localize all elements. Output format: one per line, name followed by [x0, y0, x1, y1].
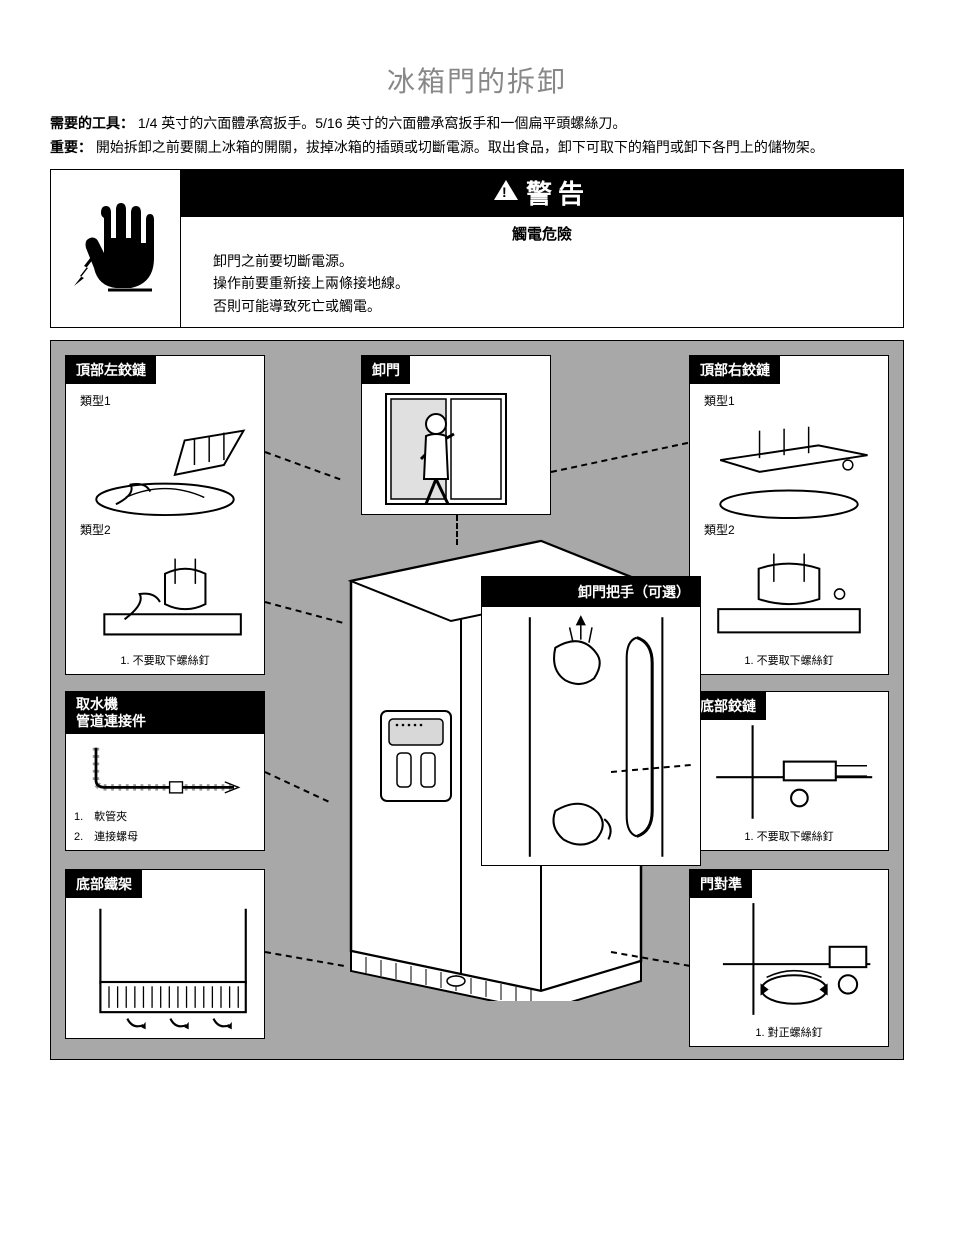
- person-door-icon: [362, 384, 550, 514]
- panel-top-right-hinge: 頂部右鉸鏈 類型1 類型2: [689, 355, 889, 675]
- panel-top-left-hinge: 頂部左鉸鏈 類型1 類型2: [65, 355, 265, 675]
- panel-dispenser-tubing: 取水機 管道連接件 1. 軟管夾 2. 連接螺母: [65, 691, 265, 851]
- panel-note: 1. 對正螺絲釘: [690, 1024, 888, 1046]
- panel-title-l2: 管道連接件: [76, 713, 254, 730]
- warning-hand-icon: [51, 170, 181, 327]
- list-item: 2. 連接螺母: [74, 828, 256, 844]
- panel-title: 門對準: [690, 870, 752, 898]
- bottom-hinge-icon: [690, 720, 888, 824]
- warning-triangle-icon: [494, 180, 518, 200]
- warning-subtitle: 觸電危險: [181, 217, 903, 246]
- panel-note: 1. 不要取下螺絲釘: [74, 652, 256, 668]
- warning-header: 警告: [181, 170, 903, 217]
- warning-line: 否則可能導致死亡或觸電。: [213, 295, 903, 317]
- handle-sketch-icon: [482, 607, 700, 867]
- panel-remove-door: 卸門: [361, 355, 551, 515]
- important-label: 重要：: [50, 139, 92, 155]
- type2-label: 類型2: [704, 521, 880, 538]
- align-icon: [690, 898, 888, 1020]
- hinge-sketch-icon: [74, 540, 256, 648]
- hinge-sketch-icon: [74, 411, 256, 519]
- type2-label: 類型2: [80, 521, 256, 538]
- tools-text: 1/4 英寸的六面體承窩扳手。5/16 英寸的六面體承窩扳手和一個扁平頭螺絲刀。: [138, 115, 627, 131]
- panel-title: 頂部右鉸鏈: [690, 356, 780, 384]
- grille-icon: [66, 898, 264, 1038]
- panel-base-grille: 底部鐵架: [65, 869, 265, 1039]
- panel-title: 頂部左鉸鏈: [66, 356, 156, 384]
- tubing-sketch-icon: [66, 734, 264, 798]
- warning-block: 警告 觸電危險 卸門之前要切斷電源。 操作前要重新接上兩條接地線。 否則可能導致…: [50, 169, 904, 328]
- panel-title: 底部鉸鏈: [690, 692, 766, 720]
- panel-door-align: 門對準 1. 對正螺絲釘: [689, 869, 889, 1047]
- important-text: 開始拆卸之前要關上冰箱的開關，拔掉冰箱的插頭或切斷電源。取出食品，卸下可取下的箱…: [96, 139, 824, 155]
- tools-label: 需要的工具：: [50, 115, 134, 131]
- panel-bottom-hinge: 底部鉸鏈 1. 不要取下螺絲釘: [689, 691, 889, 851]
- panel-handle-option: 卸門把手（可選）: [481, 576, 701, 866]
- panel-title-l1: 取水機: [76, 696, 254, 713]
- warning-line: 卸門之前要切斷電源。: [213, 250, 903, 272]
- panel-title: 卸門: [362, 356, 410, 384]
- type1-label: 類型1: [704, 392, 880, 409]
- page-title: 冰箱門的拆卸: [50, 60, 904, 100]
- diagram-area: 頂部左鉸鏈 類型1 類型2: [50, 340, 904, 1060]
- panel-title: 底部鐵架: [66, 870, 142, 898]
- panel-title: 卸門把手（可選）: [578, 584, 690, 600]
- panel-note: 1. 不要取下螺絲釘: [690, 828, 888, 850]
- panel-note: 1. 不要取下螺絲釘: [698, 652, 880, 668]
- warning-line: 操作前要重新接上兩條接地線。: [213, 272, 903, 294]
- list-item: 1. 軟管夾: [74, 808, 256, 824]
- tools-line: 需要的工具： 1/4 英寸的六面體承窩扳手。5/16 英寸的六面體承窩扳手和一個…: [50, 112, 904, 134]
- hinge-sketch-icon: [698, 540, 880, 648]
- warning-header-text: 警告: [526, 174, 590, 211]
- hinge-sketch-icon: [698, 411, 880, 519]
- important-line: 重要： 開始拆卸之前要關上冰箱的開關，拔掉冰箱的插頭或切斷電源。取出食品，卸下可…: [50, 136, 904, 158]
- type1-label: 類型1: [80, 392, 256, 409]
